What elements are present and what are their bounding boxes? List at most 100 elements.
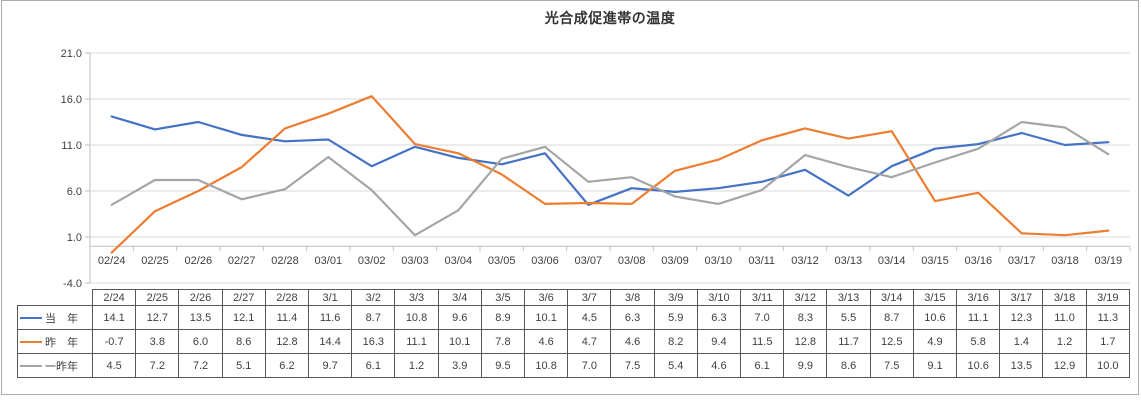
x-axis-label: 03/08 xyxy=(618,255,646,267)
date-header-cell: 2/24 xyxy=(91,289,137,306)
date-header-cell: 3/18 xyxy=(1042,289,1087,306)
value-cell: 10.1 xyxy=(437,329,482,354)
value-cell: 4.7 xyxy=(567,329,612,354)
value-cell: 12.8 xyxy=(264,329,310,354)
y-axis-label: 6.0 xyxy=(67,186,82,198)
value-cell: 11.4 xyxy=(264,305,310,330)
x-axis-label: 03/07 xyxy=(575,255,603,267)
temperature-line-chart: 21.0 16.0 11.0 6.0 1.0 -4.0 02/24 02/25 02/26 02/… xyxy=(61,48,1131,289)
x-axis-label: 03/11 xyxy=(748,255,775,267)
series-key-line-icon xyxy=(20,316,42,319)
x-axis-label: 02/24 xyxy=(98,255,126,267)
value-cell: 8.9 xyxy=(480,305,526,330)
value-cell: 14.4 xyxy=(308,329,353,354)
value-cell: 8.7 xyxy=(351,305,396,330)
value-cell: 9.1 xyxy=(912,353,958,378)
value-cell: 13.5 xyxy=(178,305,223,330)
x-axis-label: 03/19 xyxy=(1095,255,1123,267)
value-cell: 7.0 xyxy=(567,353,612,378)
date-header-cell: 3/7 xyxy=(567,289,612,306)
chart-title: 光合成促進帯の温度 xyxy=(544,10,676,26)
value-cell: 1.2 xyxy=(394,353,439,378)
x-axis-label: 03/05 xyxy=(488,255,516,267)
series-name-label: 一昨年 xyxy=(45,360,78,373)
value-cell: 6.1 xyxy=(351,353,396,378)
value-cell: 11.0 xyxy=(1042,305,1087,330)
y-axis-label: -4.0 xyxy=(63,278,82,289)
value-cell: 12.8 xyxy=(783,329,828,354)
value-cell: 7.5 xyxy=(869,353,914,378)
date-header-cell: 3/14 xyxy=(869,289,914,306)
x-axis-label: 03/15 xyxy=(921,255,949,267)
series-line xyxy=(110,120,1110,237)
value-cell: 5.5 xyxy=(826,305,871,330)
value-cell: 14.1 xyxy=(91,305,137,330)
value-cell: 5.9 xyxy=(653,305,698,330)
value-cell: 16.3 xyxy=(351,329,396,354)
date-header-cell: 3/17 xyxy=(999,289,1044,306)
legend-key-cell: 当 年 xyxy=(17,305,93,330)
chart-data-table: 2/24 2/25 2/26 2/27 2/28 3/1 3/2 3/3 3/4 3/5 3/6 3/… xyxy=(17,289,1131,378)
value-cell: 5.4 xyxy=(653,353,698,378)
x-axis-label: 03/10 xyxy=(705,255,733,267)
date-header-cell: 3/16 xyxy=(956,289,1001,306)
value-cell: 11.7 xyxy=(826,329,871,354)
date-header-cell: 3/4 xyxy=(437,289,482,306)
date-header-cell: 3/6 xyxy=(524,289,569,306)
value-cell: 7.5 xyxy=(610,353,655,378)
value-cell: 8.6 xyxy=(826,353,871,378)
date-header-cell: 3/13 xyxy=(826,289,871,306)
x-axis-label: 03/17 xyxy=(1008,255,1036,267)
value-cell: 6.1 xyxy=(740,353,785,378)
value-cell: 12.7 xyxy=(135,305,180,330)
date-header-cell: 3/5 xyxy=(480,289,526,306)
x-axis-label: 02/26 xyxy=(185,255,213,267)
date-header-cell: 2/27 xyxy=(221,289,266,306)
value-cell: 6.3 xyxy=(610,305,655,330)
value-cell: 4.6 xyxy=(524,329,569,354)
series-name-label: 当 年 xyxy=(45,312,78,325)
value-cell: 4.9 xyxy=(912,329,958,354)
value-cell: 9.4 xyxy=(696,329,742,354)
value-cell: 10.8 xyxy=(524,353,569,378)
series-key-line-icon xyxy=(20,364,42,367)
date-header-cell: 2/28 xyxy=(264,289,310,306)
value-cell: 7.0 xyxy=(740,305,785,330)
value-cell: 9.5 xyxy=(480,353,526,378)
series-line xyxy=(110,95,1110,254)
value-cell: 6.2 xyxy=(264,353,310,378)
table-row: 昨 年 -0.7 3.8 6.0 8.6 12.8 14.4 16.3 11.1 10.1 7.8 4… xyxy=(17,329,1131,354)
value-cell: 10.0 xyxy=(1085,353,1131,378)
date-header-cell: 3/11 xyxy=(740,289,785,306)
value-cell: 3.9 xyxy=(437,353,482,378)
value-cell: 4.6 xyxy=(610,329,655,354)
x-axis-label: 02/28 xyxy=(271,255,299,267)
value-cell: 11.3 xyxy=(1085,305,1131,330)
value-cell: 3.8 xyxy=(135,329,180,354)
series-line xyxy=(110,115,1110,206)
value-cell: 7.2 xyxy=(178,353,223,378)
table-row: 一昨年 4.5 7.2 7.2 5.1 6.2 9.7 6.1 1.2 3.9 9.5 10.8 7.0… xyxy=(17,353,1131,378)
date-header-cell: 3/1 xyxy=(308,289,353,306)
value-cell: 1.7 xyxy=(1085,329,1131,354)
x-axis-label: 03/14 xyxy=(878,255,906,267)
date-header-cell: 2/25 xyxy=(135,289,180,306)
x-axis-label: 03/04 xyxy=(445,255,473,267)
table-header-row: 2/24 2/25 2/26 2/27 2/28 3/1 3/2 3/3 3/4 3/5 3/6 3/… xyxy=(17,289,1131,306)
value-cell: -0.7 xyxy=(91,329,137,354)
value-cell: 12.5 xyxy=(869,329,914,354)
x-axis-label: 03/13 xyxy=(835,255,863,267)
value-cell: 12.3 xyxy=(999,305,1044,330)
series-name-label: 昨 年 xyxy=(45,336,78,349)
value-cell: 9.7 xyxy=(308,353,353,378)
value-cell: 11.6 xyxy=(308,305,353,330)
value-cell: 8.3 xyxy=(783,305,828,330)
y-axis-label: 1.0 xyxy=(67,232,82,244)
value-cell: 4.5 xyxy=(567,305,612,330)
value-cell: 7.8 xyxy=(480,329,526,354)
x-axis-label: 02/27 xyxy=(228,255,256,267)
legend-key-cell: 昨 年 xyxy=(17,329,93,354)
value-cell: 1.2 xyxy=(1042,329,1087,354)
value-cell: 10.6 xyxy=(912,305,958,330)
value-cell: 10.8 xyxy=(394,305,439,330)
